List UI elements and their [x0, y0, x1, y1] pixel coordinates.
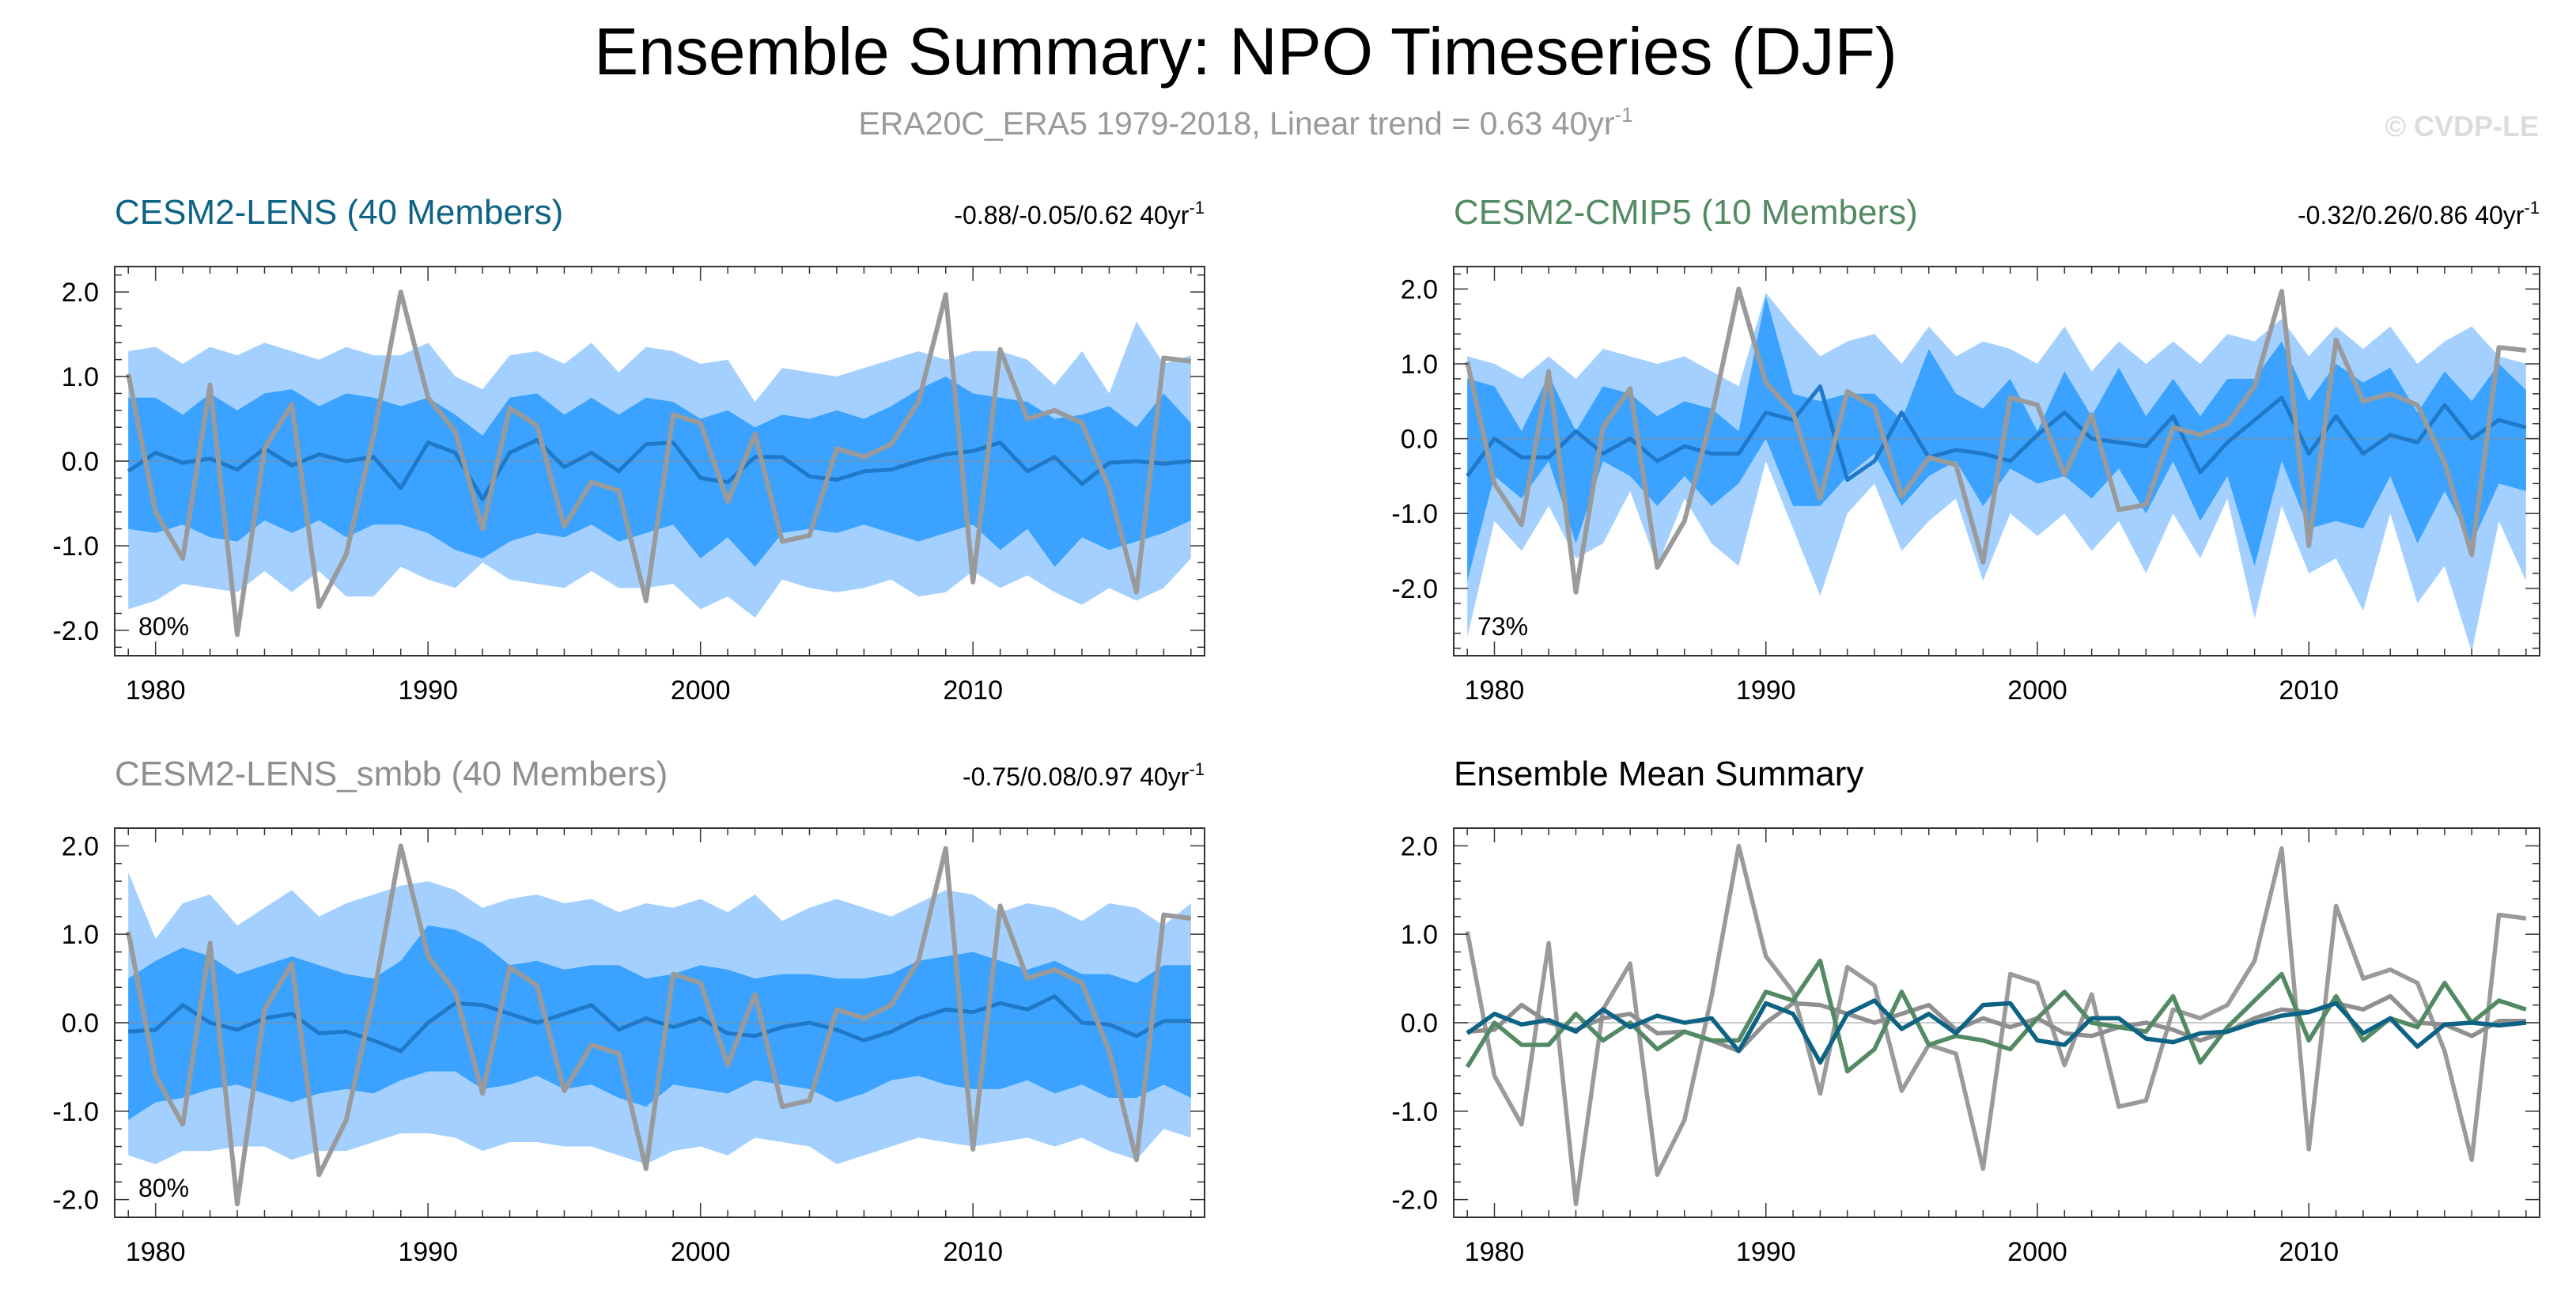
figure-title: Ensemble Summary: NPO Timeseries (DJF) — [594, 14, 1897, 89]
y-tick-label: 0.0 — [1401, 425, 1438, 455]
y-tick-label: 2.0 — [1401, 831, 1438, 861]
percent-label: 80% — [138, 612, 189, 641]
y-tick-label: -1.0 — [52, 1097, 99, 1127]
y-tick-label: 0.0 — [62, 1008, 99, 1039]
series-line-cesm2-lens — [1466, 998, 2527, 1065]
x-tick-label: 2010 — [943, 1237, 1003, 1267]
plot-area-cesm2-lens — [115, 289, 1205, 638]
y-tick-label: -1.0 — [52, 532, 99, 562]
y-tick-label: 1.0 — [1401, 920, 1438, 950]
series-line-era20c-era5 — [1465, 843, 2527, 1206]
ensemble-mean-line — [1466, 384, 2527, 482]
panel-title-ensemble-mean-summary: Ensemble Mean Summary — [1454, 755, 1863, 793]
x-tick-label: 2000 — [2007, 675, 2067, 706]
trend-label-text: -0.75/0.08/0.97 40yr — [963, 762, 1190, 791]
y-tick-label: 0.0 — [62, 447, 99, 477]
y-tick-label: 1.0 — [1401, 350, 1438, 380]
ensemble-mean-line — [128, 994, 1191, 1054]
x-tick-label: 1980 — [126, 1237, 186, 1267]
trend-label-text: -0.88/-0.05/0.62 40yr — [954, 201, 1189, 229]
y-tick-label: -1.0 — [1391, 1097, 1438, 1127]
trend-label: -0.75/0.08/0.97 40yr-1 — [963, 759, 1205, 791]
plot-area-ensemble-mean-summary — [1454, 843, 2540, 1206]
observed-line — [126, 843, 1192, 1207]
y-tick-label: 1.0 — [62, 362, 99, 392]
plot-area-cesm2-cmip5 — [1454, 286, 2540, 653]
y-tick-label: 2.0 — [1401, 274, 1438, 305]
y-tick-label: -2.0 — [1391, 1186, 1438, 1216]
trend-label-superscript: -1 — [2524, 198, 2540, 218]
ensemble-mean-line — [127, 437, 1192, 501]
percent-label: 80% — [138, 1174, 189, 1202]
y-tick-label: 2.0 — [62, 831, 99, 861]
x-tick-label: 1990 — [398, 675, 458, 706]
trend-label-superscript: -1 — [1189, 759, 1205, 779]
x-tick-label: 1980 — [1465, 1237, 1525, 1267]
watermark: © CVDP-LE — [2385, 110, 2539, 142]
panel-cesm2-lens-smbb: CESM2-LENS_smbb (40 Members) -0.75/0.08/0… — [52, 755, 1205, 1267]
x-tick-label: 1980 — [1465, 675, 1525, 706]
figure-subtitle: ERA20C_ERA5 1979-2018, Linear trend = 0.… — [858, 103, 1632, 142]
y-tick-label: -2.0 — [52, 1186, 99, 1216]
figure-subtitle-text: ERA20C_ERA5 1979-2018, Linear trend = 0.… — [858, 105, 1614, 142]
x-tick-label: 2000 — [671, 675, 731, 706]
x-tick-label: 1980 — [126, 675, 186, 706]
y-tick-label: -1.0 — [1391, 499, 1438, 529]
plot-frame — [1453, 266, 2540, 656]
percent-label: 73% — [1477, 612, 1528, 641]
x-tick-label: 2010 — [2279, 1237, 2339, 1267]
observed-line — [1465, 286, 2527, 595]
y-tick-label: 0.0 — [1401, 1008, 1438, 1039]
x-tick-label: 1990 — [1736, 1237, 1796, 1267]
trend-label: -0.32/0.26/0.86 40yr-1 — [2298, 198, 2540, 229]
inner-percentile-band — [128, 376, 1191, 567]
y-tick-label: 2.0 — [62, 278, 99, 308]
panel-title-cesm2-lens: CESM2-LENS (40 Members) — [115, 193, 563, 232]
x-tick-label: 2000 — [2007, 1237, 2067, 1267]
panel-title-cesm2-cmip5: CESM2-CMIP5 (10 Members) — [1454, 193, 1918, 232]
x-tick-label: 2010 — [2279, 675, 2339, 706]
trend-label-text: -0.32/0.26/0.86 40yr — [2298, 201, 2525, 229]
observed-line — [126, 289, 1192, 638]
x-tick-label: 1990 — [398, 1237, 458, 1267]
panel-title-cesm2-lens-smbb: CESM2-LENS_smbb (40 Members) — [115, 755, 668, 793]
figure-subtitle-superscript: -1 — [1615, 103, 1633, 127]
panel-cesm2-cmip5: CESM2-CMIP5 (10 Members) -0.32/0.26/0.86 … — [1391, 193, 2540, 706]
y-tick-label: 1.0 — [62, 920, 99, 950]
x-tick-label: 2000 — [671, 1237, 731, 1267]
y-tick-label: -2.0 — [52, 616, 99, 646]
trend-label-superscript: -1 — [1189, 198, 1205, 218]
x-tick-label: 1990 — [1736, 675, 1796, 706]
panel-ensemble-mean-summary: Ensemble Mean Summary 2.0 1.0 0.0 -1.0 -2.0 19… — [1391, 755, 2540, 1267]
panel-cesm2-lens: CESM2-LENS (40 Members) -0.88/-0.05/0.62 … — [52, 193, 1205, 706]
y-tick-label: -2.0 — [1391, 574, 1438, 604]
x-tick-label: 2010 — [943, 675, 1003, 706]
plot-area-cesm2-lens-smbb — [115, 843, 1205, 1207]
trend-label: -0.88/-0.05/0.62 40yr-1 — [954, 198, 1205, 229]
